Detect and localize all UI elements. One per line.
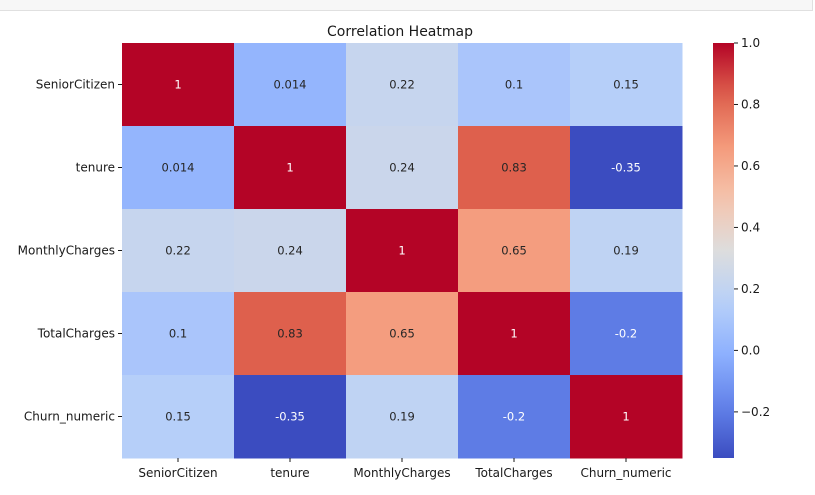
cell-value-label: 0.24 — [389, 161, 415, 175]
heatmap-cell — [234, 209, 347, 293]
heatmap-cell — [122, 375, 235, 459]
x-tick-label: Churn_numeric — [580, 466, 671, 480]
heatmap-cell — [570, 43, 683, 127]
y-tick-label: Churn_numeric — [24, 410, 115, 424]
cell-value-label: 0.1 — [505, 78, 523, 92]
cell-value-label: 0.83 — [277, 327, 303, 341]
heatmap-cells: 1 0.014 0.22 0.1 0.15 0.014 1 0.24 0.83 -0.35 0.22… — [122, 43, 683, 459]
heatmap-cell — [458, 292, 571, 376]
cell-value-label: 1 — [622, 410, 629, 424]
heatmap-cell — [570, 375, 683, 459]
heatmap-cell — [346, 209, 459, 293]
cell-value-label: 1 — [286, 161, 293, 175]
heatmap-cell — [570, 292, 683, 376]
cell-value-label: 0.22 — [389, 78, 415, 92]
cell-value-label: 1 — [174, 78, 181, 92]
cell-value-label: -0.35 — [275, 410, 305, 424]
heatmap-cell — [346, 126, 459, 210]
cell-value-label: 0.19 — [613, 244, 639, 258]
cell-value-label: -0.35 — [611, 161, 641, 175]
colorbar-tick-label: 1.0 — [741, 36, 760, 50]
cell-value-label: 0.15 — [613, 78, 639, 92]
cell-value-label: 0.24 — [277, 244, 303, 258]
colorbar-tick-label: 0.4 — [741, 220, 760, 234]
x-tick-label: SeniorCitizen — [138, 466, 217, 480]
y-tick-label: MonthlyCharges — [18, 244, 115, 258]
heatmap-cell — [122, 292, 235, 376]
cell-value-label: -0.2 — [615, 327, 637, 341]
y-tick-label: tenure — [76, 161, 115, 175]
heatmap-cell — [346, 43, 459, 127]
cell-value-label: 0.65 — [389, 327, 415, 341]
heatmap-cell — [122, 209, 235, 293]
cell-value-label: 0.15 — [165, 410, 191, 424]
cell-value-label: 0.014 — [162, 161, 195, 175]
cell-value-label: 0.014 — [274, 78, 307, 92]
x-tick-label: tenure — [270, 466, 309, 480]
cell-value-label: 0.83 — [501, 161, 527, 175]
colorbar-tick-label: −0.2 — [741, 405, 770, 419]
cell-value-label: 1 — [398, 244, 405, 258]
cell-value-label: 0.19 — [389, 410, 415, 424]
heatmap-cell — [458, 209, 571, 293]
notebook-output-bar — [0, 0, 813, 11]
colorbar-gradient — [713, 43, 734, 458]
heatmap-cell — [234, 126, 347, 210]
heatmap-cell — [570, 209, 683, 293]
cell-value-label: 0.65 — [501, 244, 527, 258]
heatmap-cell — [570, 126, 683, 210]
y-tick-label: SeniorCitizen — [36, 78, 115, 92]
x-tick-label: MonthlyCharges — [353, 466, 450, 480]
colorbar-tick-label: 0.2 — [741, 282, 760, 296]
y-tick-label: TotalCharges — [37, 327, 115, 341]
x-axis-ticks: SeniorCitizen tenure MonthlyCharges TotalCh… — [138, 458, 672, 480]
colorbar-tick-label: 0.0 — [741, 343, 760, 357]
heatmap-cell — [458, 43, 571, 127]
x-tick-label: TotalCharges — [474, 466, 552, 480]
heatmap-cell — [346, 375, 459, 459]
heatmap-cell — [234, 292, 347, 376]
cell-value-label: -0.2 — [503, 410, 525, 424]
heatmap-cell — [122, 43, 235, 127]
heatmap-cell — [346, 292, 459, 376]
chart-title: Correlation Heatmap — [327, 24, 473, 40]
heatmap-cell — [458, 126, 571, 210]
heatmap-cell — [122, 126, 235, 210]
y-axis-ticks: SeniorCitizen tenure MonthlyCharges TotalCh… — [18, 78, 122, 424]
heatmap-cell — [458, 375, 571, 459]
heatmap-cell — [234, 375, 347, 459]
colorbar-tick-label: 0.6 — [741, 159, 760, 173]
colorbar-tick-label: 0.8 — [741, 97, 760, 111]
colorbar: 1.0 0.8 0.6 0.4 0.2 0.0 −0.2 — [713, 36, 770, 458]
cell-value-label: 1 — [510, 327, 517, 341]
cell-value-label: 0.1 — [169, 327, 187, 341]
heatmap-cell — [234, 43, 347, 127]
cell-value-label: 0.22 — [165, 244, 191, 258]
